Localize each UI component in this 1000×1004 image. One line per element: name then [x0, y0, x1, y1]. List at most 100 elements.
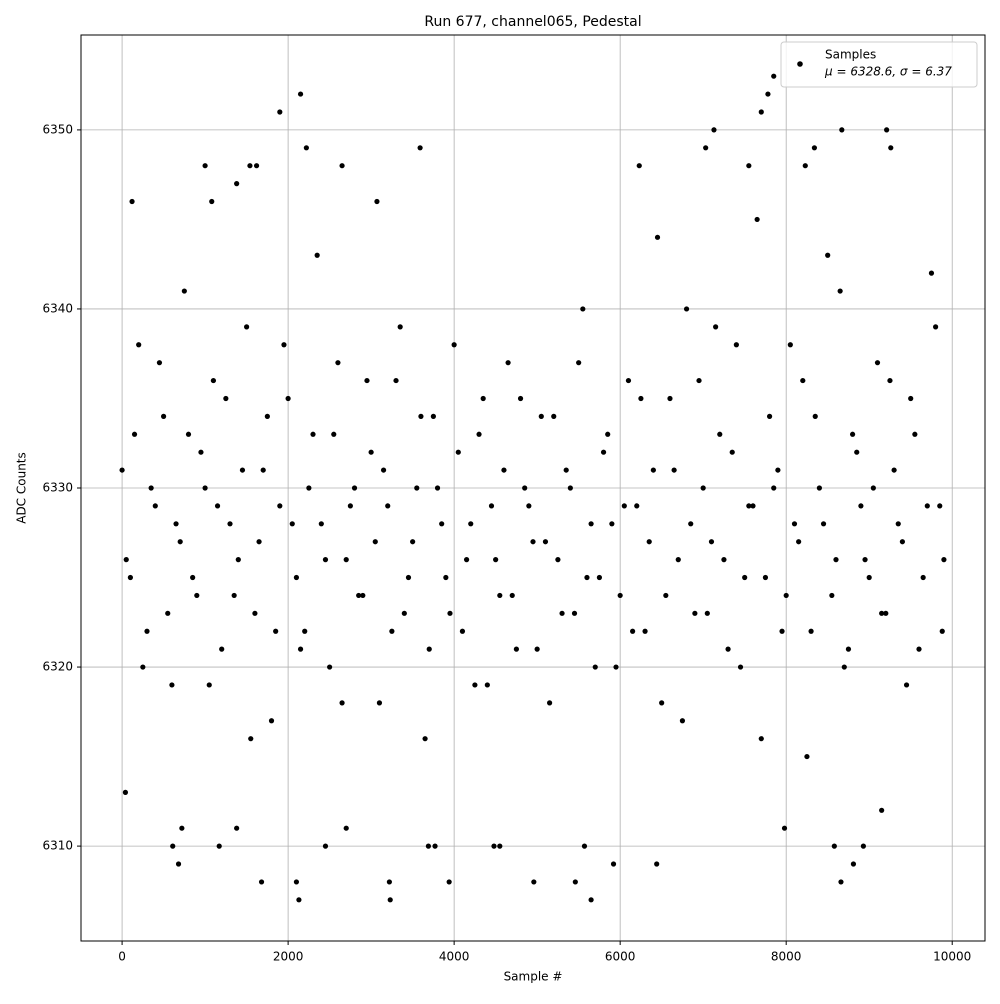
point: [941, 557, 947, 563]
point: [713, 324, 719, 330]
point: [119, 467, 125, 473]
point: [368, 449, 374, 455]
point: [862, 557, 868, 563]
point: [273, 628, 279, 634]
point: [766, 413, 773, 419]
point: [219, 646, 225, 652]
point: [592, 664, 598, 670]
point: [584, 574, 590, 581]
point: [310, 431, 316, 437]
point: [293, 574, 300, 581]
point: [551, 413, 557, 419]
point: [501, 467, 507, 473]
point: [297, 646, 304, 652]
point: [447, 610, 453, 616]
x-tick-label: 0: [118, 950, 126, 964]
point: [410, 539, 416, 545]
point: [140, 664, 146, 670]
point: [322, 843, 329, 849]
point: [459, 628, 466, 634]
point: [491, 843, 497, 849]
point: [455, 449, 461, 455]
point: [356, 592, 362, 599]
point: [446, 879, 452, 885]
point: [642, 628, 648, 634]
point: [335, 360, 341, 366]
point: [393, 377, 399, 384]
point: [775, 467, 781, 473]
point: [264, 413, 270, 419]
point: [244, 324, 250, 330]
point: [920, 574, 926, 581]
point: [339, 163, 345, 169]
point: [202, 163, 208, 169]
point: [610, 861, 617, 867]
point: [636, 163, 642, 169]
point: [425, 843, 432, 849]
point: [148, 485, 154, 491]
point: [252, 610, 258, 616]
point: [247, 163, 253, 169]
point: [634, 503, 640, 509]
point: [351, 485, 358, 491]
point: [854, 449, 860, 455]
point: [679, 718, 686, 724]
legend-label: Samples: [825, 48, 876, 62]
point: [170, 843, 176, 849]
point: [256, 539, 262, 545]
point: [742, 574, 748, 581]
point: [613, 664, 619, 670]
y-tick-label: 6320: [42, 660, 73, 674]
point: [526, 503, 532, 509]
point: [571, 610, 578, 616]
point: [659, 700, 665, 706]
point: [347, 503, 353, 509]
point: [517, 395, 524, 402]
point: [841, 664, 847, 670]
point: [708, 539, 715, 545]
point: [811, 145, 818, 151]
point: [588, 897, 594, 903]
point: [746, 503, 752, 509]
point: [534, 646, 540, 652]
point: [837, 288, 843, 294]
point: [729, 449, 735, 455]
point: [783, 592, 789, 599]
point: [696, 377, 702, 384]
point: [513, 646, 519, 652]
point: [717, 431, 723, 437]
point: [879, 807, 885, 813]
point: [937, 503, 943, 509]
y-axis-label: ADC Counts: [15, 452, 29, 524]
point: [190, 574, 196, 581]
point: [289, 521, 295, 527]
point: [581, 843, 588, 849]
point: [129, 198, 135, 205]
point: [343, 557, 349, 563]
point: [488, 503, 495, 509]
point: [531, 879, 537, 885]
point: [779, 628, 785, 634]
point: [303, 145, 309, 151]
x-tick-label: 6000: [605, 950, 636, 964]
point: [426, 646, 432, 652]
point: [831, 843, 837, 849]
point: [235, 557, 241, 563]
point: [198, 449, 204, 455]
point: [401, 610, 407, 616]
point: [376, 700, 383, 706]
point: [248, 736, 254, 742]
point: [700, 485, 706, 491]
x-tick-label: 8000: [771, 950, 802, 964]
point: [733, 342, 739, 348]
point: [152, 503, 158, 509]
point: [385, 503, 391, 509]
point: [908, 395, 914, 402]
points: [119, 73, 947, 903]
point: [169, 682, 175, 688]
point: [555, 557, 561, 563]
point: [839, 127, 845, 133]
point: [845, 646, 852, 652]
